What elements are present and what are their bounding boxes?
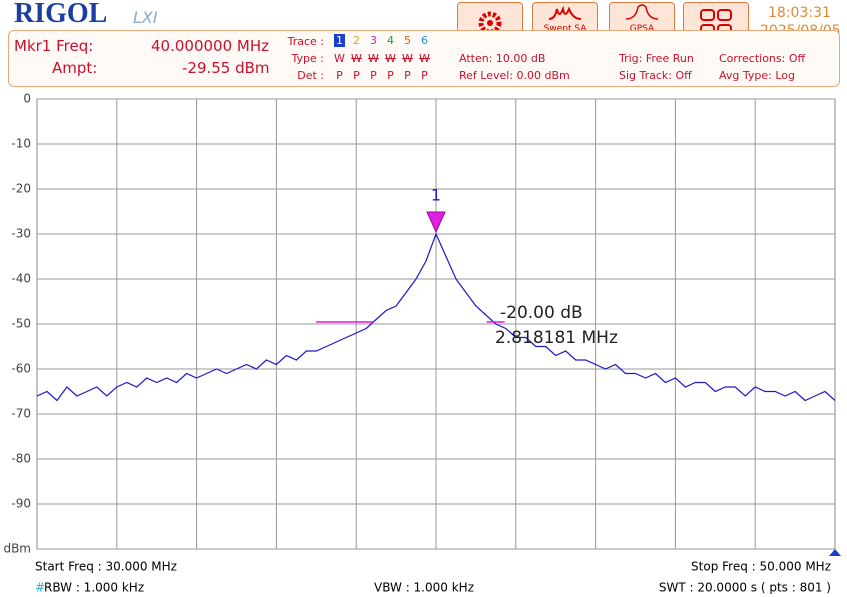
swt: SWT : 20.0000 s ( pts : 801 ) <box>659 581 831 595</box>
ndb-level: -20.00 dB <box>500 303 583 323</box>
atten: Atten: 10.00 dB <box>459 52 546 65</box>
y-tick-label: 0 <box>23 92 31 106</box>
vbw: VBW : 1.000 kHz <box>374 581 474 595</box>
y-tick-label: -90 <box>11 497 31 511</box>
ref-level: Ref Level: 0.00 dBm <box>459 69 570 82</box>
trace-cell: P <box>387 69 394 82</box>
time: 18:03:31 <box>768 5 831 21</box>
trace-cell: W <box>368 52 379 65</box>
trace-cell: W <box>351 52 362 65</box>
y-tick-label: -70 <box>11 407 31 421</box>
trace-cell: P <box>370 69 377 82</box>
marker-ampt-label: Ampt: <box>52 59 98 77</box>
trace-cell: P <box>404 69 411 82</box>
marker <box>426 211 446 234</box>
trace-label: Trace : <box>287 35 324 48</box>
brand-tag: LXI <box>133 8 158 27</box>
trace-cell: 6 <box>421 34 428 47</box>
brand: RIGOL <box>14 0 108 29</box>
trace-cell: W <box>419 52 430 65</box>
stop-freq: Stop Freq : 50.000 MHz <box>691 560 831 574</box>
y-tick-label: -30 <box>11 227 31 241</box>
trig: Trig: Free Run <box>619 52 694 65</box>
y-tick-label: -50 <box>11 317 31 331</box>
marker-freq-label: Mkr1 Freq: <box>14 37 94 55</box>
span-indicator <box>829 549 841 556</box>
button-label: GPSA <box>629 24 655 34</box>
trace-cell: P <box>353 69 360 82</box>
marker-ampt: -29.55 dBm <box>182 59 270 77</box>
corrections: Corrections: Off <box>719 52 806 65</box>
marker-freq: 40.000000 MHz <box>151 37 269 55</box>
button-label: Swept SA <box>543 24 587 34</box>
trace-cell: 5 <box>404 34 411 47</box>
trace-cell: 1 <box>334 34 345 47</box>
y-tick-label: dBm <box>3 542 31 556</box>
y-tick-label: -40 <box>11 272 31 286</box>
marker-label: 1 <box>431 185 441 204</box>
y-tick-label: -10 <box>11 137 31 151</box>
y-tick-label: -20 <box>11 182 31 196</box>
status-panel <box>8 30 840 87</box>
trace-cell: W <box>385 52 396 65</box>
trace <box>36 232 836 402</box>
trace-cell: P <box>421 69 428 82</box>
det-label: Det : <box>297 69 324 82</box>
trace-cell: W <box>334 52 345 65</box>
rbw-flag: # <box>35 581 45 595</box>
avg-type: Avg Type: Log <box>719 69 795 82</box>
y-tick-label: -60 <box>11 362 31 376</box>
sig-track: Sig Track: Off <box>619 69 692 82</box>
trace-cell: W <box>402 52 413 65</box>
trace-cell: 3 <box>370 34 377 47</box>
ndb-bandwidth: 2.818181 MHz <box>495 328 618 348</box>
trace-cell: 2 <box>353 34 360 47</box>
y-tick-label: -80 <box>11 452 31 466</box>
trace-cell: 4 <box>387 34 394 47</box>
trace-cell: P <box>336 69 343 82</box>
type-label: Type : <box>291 52 324 65</box>
start-freq: Start Freq : 30.000 MHz <box>35 560 177 574</box>
rbw: RBW : 1.000 kHz <box>44 581 144 595</box>
